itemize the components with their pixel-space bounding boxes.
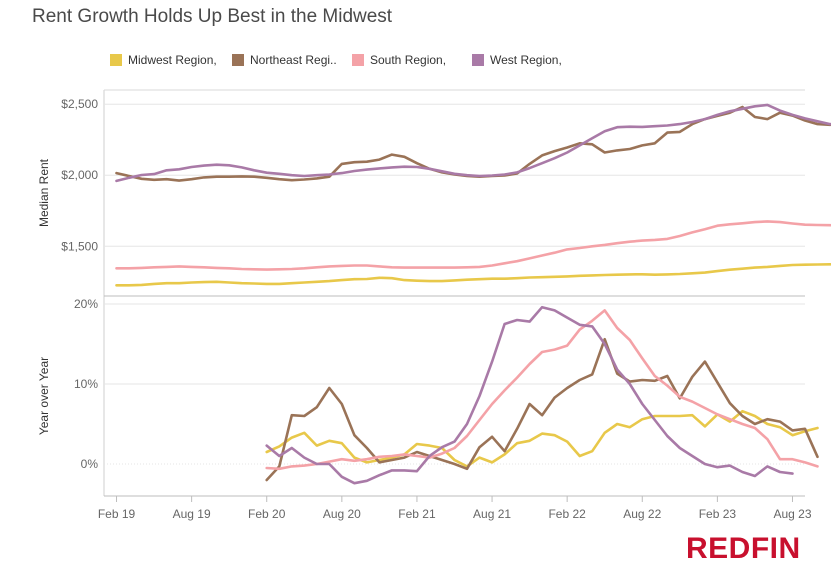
legend-label-west: West Region,: [490, 53, 562, 67]
rent-ytick-1: $2,000: [61, 168, 98, 182]
legend-swatch-midwest: [110, 54, 122, 66]
xtick-label-5: Aug 21: [473, 507, 511, 521]
xtick-label-0: Feb 19: [98, 507, 136, 521]
legend-item-midwest[interactable]: Midwest Region,: [110, 53, 217, 67]
legend-label-midwest: Midwest Region,: [128, 53, 217, 67]
rent-series-line-0: [115, 262, 831, 287]
legend-swatch-northeast: [232, 54, 244, 66]
yoy-ytick-0: 0%: [81, 457, 99, 471]
legend-swatch-west: [472, 54, 484, 66]
yoy-ytick-2: 20%: [74, 297, 98, 311]
yoy-axis-title: Year over Year: [37, 357, 51, 435]
legend-label-south: South Region,: [370, 53, 447, 67]
rent-series-line-2: [115, 220, 831, 271]
xtick-label-1: Aug 19: [173, 507, 211, 521]
xtick-label-9: Aug 23: [773, 507, 811, 521]
yoy-series-line-1: [265, 337, 819, 482]
xtick-label-3: Aug 20: [323, 507, 361, 521]
yoy-ytick-1: 10%: [74, 377, 98, 391]
legend-swatch-south: [352, 54, 364, 66]
rent-ytick-2: $2,500: [61, 97, 98, 111]
rent-axis-title: Median Rent: [37, 158, 51, 227]
redfin-logo: REDFIN: [686, 532, 801, 565]
rent-series-line-3: [115, 103, 831, 183]
legend-item-west[interactable]: West Region,: [472, 53, 562, 67]
legend-label-northeast: Northeast Regi..: [250, 53, 337, 67]
xtick-label-4: Feb 21: [398, 507, 436, 521]
xtick-label-8: Feb 23: [699, 507, 737, 521]
xtick-label-6: Feb 22: [548, 507, 586, 521]
legend-item-northeast[interactable]: Northeast Regi..: [232, 53, 337, 67]
legend-item-south[interactable]: South Region,: [352, 53, 446, 67]
yoy-series-line-2: [265, 309, 819, 471]
rent-ytick-0: $1,500: [61, 239, 98, 253]
xtick-label-7: Aug 22: [623, 507, 661, 521]
yoy-series-line-3: [265, 305, 794, 485]
chart-title: Rent Growth Holds Up Best in the Midwest: [32, 6, 393, 27]
xtick-label-2: Feb 20: [248, 507, 286, 521]
